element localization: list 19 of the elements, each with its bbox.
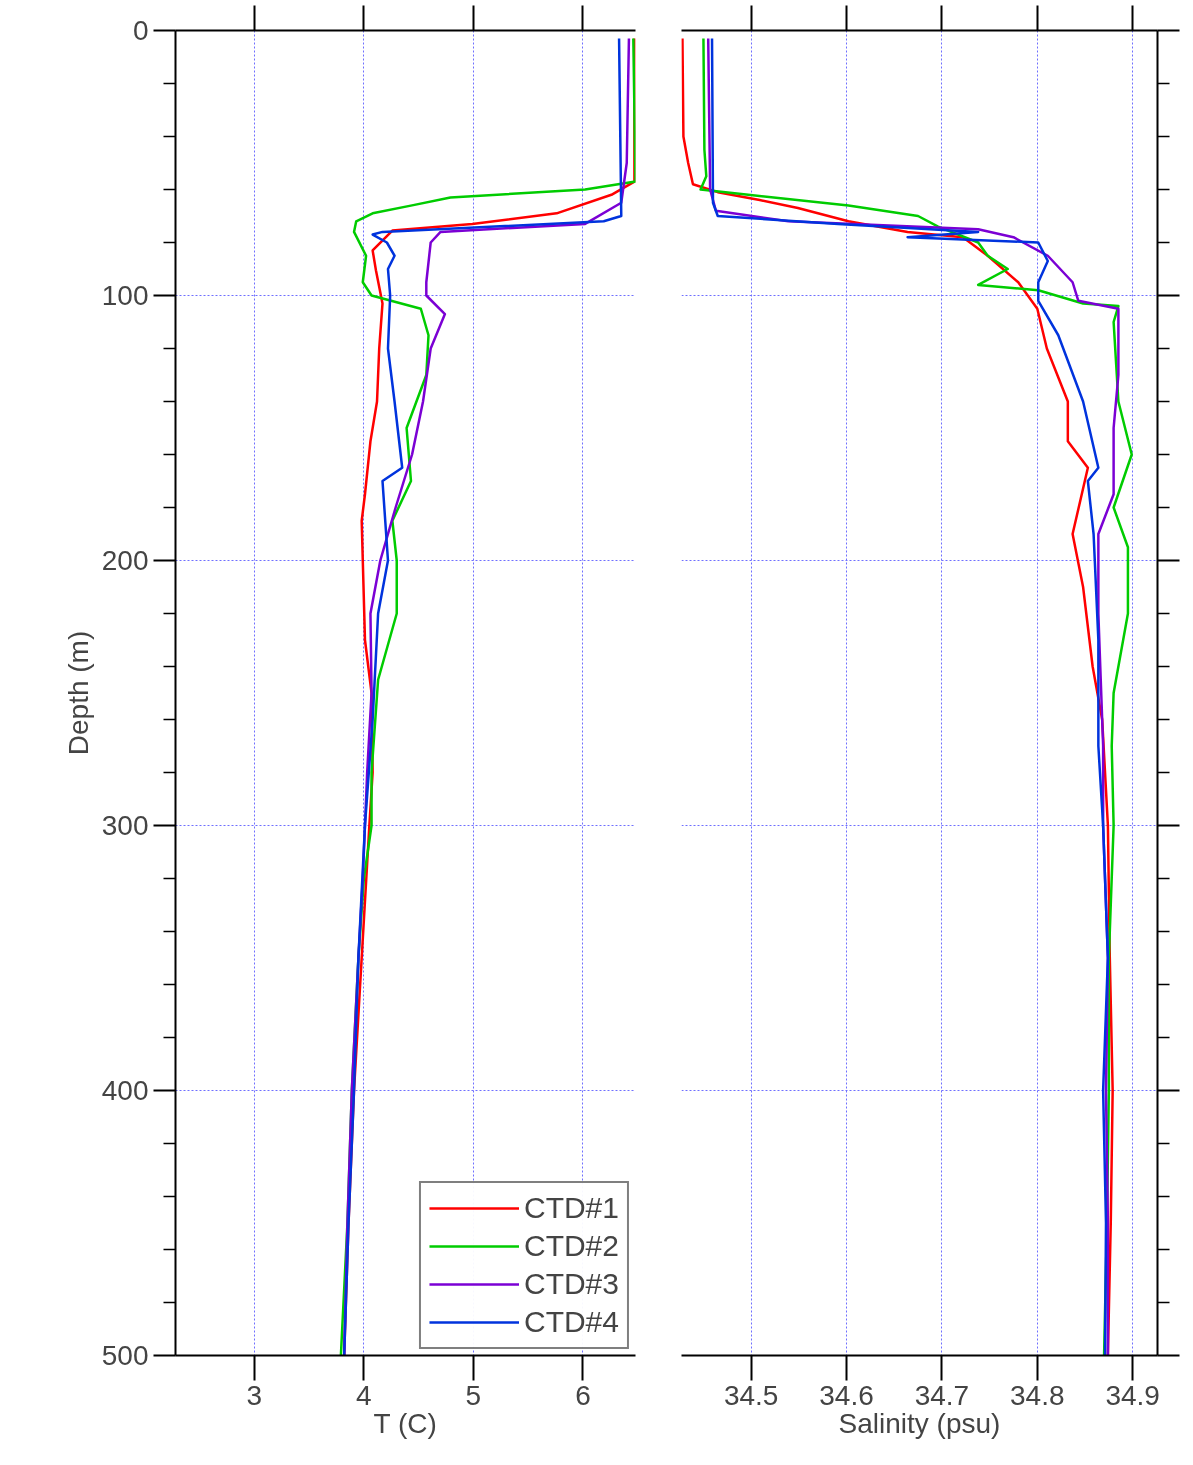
x-axis-title: T (C) — [373, 1407, 437, 1439]
y-tick-label: 200 — [101, 545, 149, 576]
legend-label: CTD#3 — [523, 1267, 619, 1301]
y-tick-label: 100 — [101, 280, 149, 311]
x-tick-label: 34.8 — [1010, 1379, 1065, 1411]
x-tick-label: 34.5 — [723, 1379, 779, 1411]
y-tick-label: 400 — [101, 1075, 149, 1106]
y-axis-title: Depth (m) — [62, 630, 94, 756]
x-tick-label: 3 — [246, 1379, 263, 1411]
y-tick-label: 300 — [101, 810, 149, 841]
x-tick-label: 34.9 — [1105, 1379, 1160, 1411]
y-tick-label: 500 — [101, 1340, 149, 1371]
legend-label: CTD#2 — [523, 1229, 619, 1263]
x-tick-label: 6 — [575, 1379, 591, 1411]
x-tick-label: 4 — [356, 1379, 372, 1411]
legend-label: CTD#1 — [523, 1191, 619, 1225]
y-tick-label: 0 — [132, 15, 149, 46]
x-tick-label: 5 — [465, 1379, 482, 1411]
legend-label: CTD#4 — [523, 1305, 619, 1339]
